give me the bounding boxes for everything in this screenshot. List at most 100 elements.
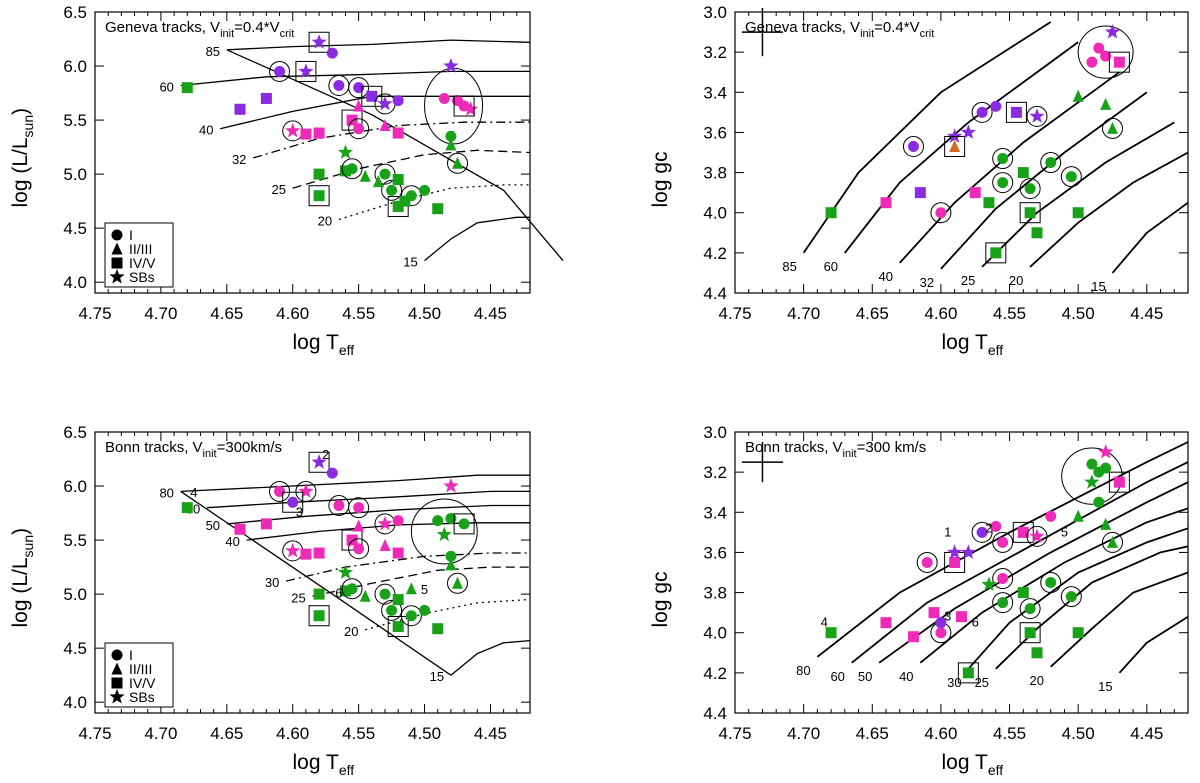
- track-15: [1111, 201, 1189, 274]
- point-highlight-ring: [1102, 531, 1123, 553]
- track-mass-label: 30: [265, 575, 279, 590]
- point-highlight-box: [1005, 101, 1027, 123]
- data-point-square: [1024, 627, 1036, 639]
- track-30: [967, 527, 1189, 670]
- track-40: [899, 71, 1120, 264]
- point-highlight-ring: [1060, 586, 1082, 608]
- data-point-square: [825, 207, 837, 219]
- annotation-label: 5: [1061, 524, 1068, 539]
- legend-marker-star: [109, 269, 125, 284]
- data-point-circle: [326, 47, 338, 59]
- data-point-circle: [1065, 591, 1077, 603]
- data-point-star: [960, 124, 976, 139]
- x-axis-label: log Teff: [293, 751, 355, 778]
- point-highlight-ring: [348, 118, 370, 140]
- data-point-triangle: [452, 576, 463, 589]
- data-point-triangle: [353, 519, 365, 532]
- x-tick-label: 4.50: [408, 304, 441, 323]
- track-mass-label: 25: [271, 182, 285, 197]
- data-point-triangle: [372, 175, 384, 188]
- track-60: [180, 70, 530, 87]
- track-mass-label: 60: [159, 79, 173, 94]
- panel-title-main: Bonn tracks, V: [105, 439, 203, 456]
- annotation-label: 3: [296, 504, 303, 519]
- data-point-square: [1113, 476, 1125, 488]
- data-point-circle: [990, 100, 1002, 112]
- x-axis-label: log Teff: [942, 331, 1004, 358]
- panel-bonn-gravity: 4.75 4.70 4.65 4.60 4.55 4.50 4.453.03.23.43.6…: [649, 423, 1189, 778]
- panel-title: Geneva tracks, Vinit=0.4*Vcrit: [745, 19, 934, 40]
- track-mass-label: 20: [344, 624, 358, 639]
- data-point-square: [990, 247, 1002, 259]
- data-point-square: [313, 127, 325, 139]
- x-tick-label: 4.65: [856, 304, 889, 323]
- y-axis-label-sub: sun: [20, 115, 36, 138]
- x-axis-label-sub: eff: [988, 762, 1003, 778]
- track-25: [995, 545, 1189, 670]
- data-point-star: [285, 542, 301, 558]
- track-mass-label: 32: [920, 275, 934, 290]
- annotation-label: 1: [944, 524, 951, 539]
- annotation-label: 3: [944, 609, 951, 624]
- panel-title-mid: =300 km/s: [857, 439, 927, 456]
- annotation-label: 4: [821, 615, 828, 630]
- data-point-circle: [1024, 603, 1036, 615]
- track-85: [802, 21, 1052, 254]
- data-point-star: [311, 454, 327, 469]
- data-point-star: [377, 95, 393, 111]
- point-highlight-ring: [381, 179, 403, 201]
- x-tick-label: 4.50: [408, 724, 441, 743]
- point-highlight-box: [985, 242, 1007, 264]
- data-point-circle: [353, 82, 365, 94]
- track-mass-label: 40: [878, 269, 892, 284]
- x-tick-label: 4.45: [474, 304, 507, 323]
- track-mass-label: 20: [1009, 273, 1023, 288]
- x-axis-label: log Teff: [293, 331, 355, 358]
- panel-title-sub: crit: [280, 28, 295, 40]
- data-point-circle: [976, 526, 988, 538]
- data-point-circle: [1065, 171, 1077, 183]
- x-axis-label: log Teff: [942, 751, 1004, 778]
- y-tick-label: 5.5: [63, 531, 87, 550]
- data-point-circle: [445, 512, 457, 524]
- panel-title-mid: =0.4*V: [874, 19, 919, 36]
- data-point-square: [1113, 56, 1125, 68]
- point-highlight-ring: [971, 521, 993, 543]
- data-point-square: [928, 607, 940, 619]
- data-point-circle: [445, 550, 457, 562]
- point-highlight-ring: [902, 135, 924, 157]
- data-point-triangle: [1107, 121, 1118, 134]
- point-highlight-box: [1019, 202, 1041, 224]
- x-tick-label: 4.45: [1130, 304, 1163, 323]
- y-tick-label: 3.4: [703, 503, 727, 522]
- data-point-square: [234, 523, 246, 535]
- y-axis-label-end: ): [9, 528, 32, 535]
- point-highlight-ring: [341, 578, 363, 600]
- point-highlight-box: [282, 491, 304, 513]
- point-highlight-box: [1019, 622, 1041, 644]
- point-highlight-box: [341, 109, 363, 131]
- x-tick-label: 4.70: [144, 304, 177, 323]
- data-point-circle: [326, 467, 338, 479]
- plot-frame: [94, 431, 531, 714]
- track-60: [844, 41, 1079, 254]
- legend-label: I: [129, 227, 133, 243]
- data-point-square: [949, 556, 961, 568]
- data-point-triangle: [445, 558, 457, 571]
- x-tick-label: 4.70: [144, 724, 177, 743]
- point-highlight-ring: [269, 60, 291, 82]
- track-mass-label: 60: [830, 669, 844, 684]
- data-point-square: [260, 92, 272, 104]
- y-tick-label: 4.4: [703, 704, 727, 723]
- point-highlight-ring: [1026, 105, 1048, 127]
- data-point-square: [313, 190, 325, 202]
- x-tick-label: 4.60: [276, 304, 309, 323]
- legend-marker-star: [109, 689, 125, 704]
- track-mass-label: 15: [403, 255, 417, 270]
- track-mass-label: 25: [291, 590, 305, 605]
- data-point-circle: [935, 617, 947, 629]
- y-tick-label: 4.4: [703, 284, 727, 303]
- zams-line: [226, 49, 564, 262]
- data-point-circle: [438, 92, 450, 104]
- data-point-star: [443, 58, 459, 73]
